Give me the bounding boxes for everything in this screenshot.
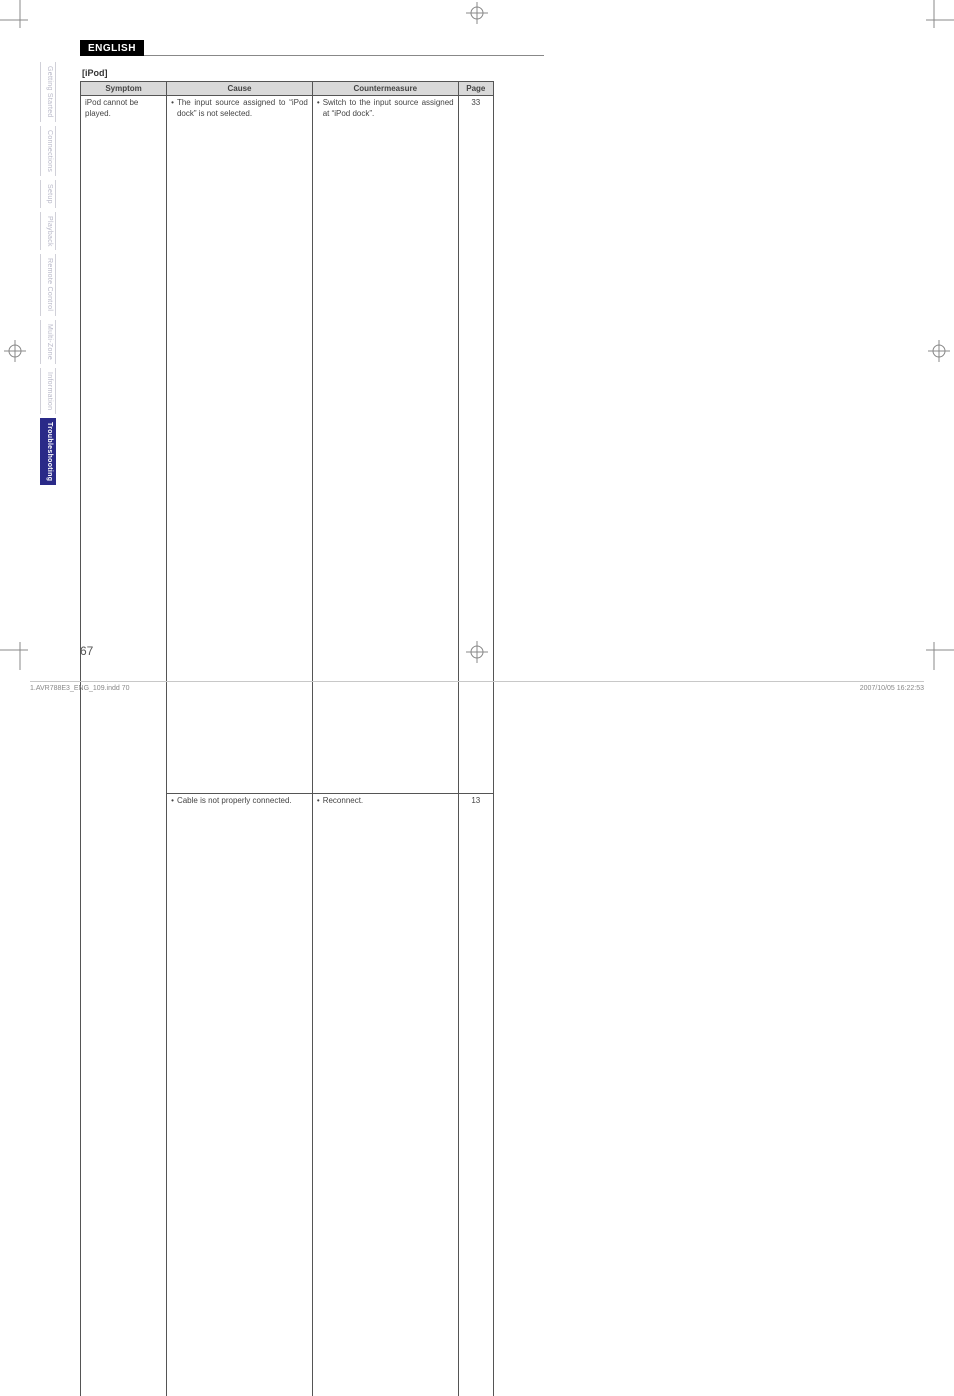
col-symptom: Symptom <box>81 82 167 96</box>
sidetab-setup[interactable]: Setup <box>40 180 56 208</box>
table-header-row: Symptom Cause Countermeasure Page <box>81 82 494 96</box>
sidetab-playback[interactable]: Playback <box>40 212 56 251</box>
cell-cause: •Cable is not properly connected. <box>167 794 313 1396</box>
sidetab-multi-zone[interactable]: Multi-Zone <box>40 320 56 364</box>
sidetab-troubleshooting[interactable]: Troubleshooting <box>40 418 56 485</box>
sheet: ENGLISH Getting Started Connections Setup P… <box>30 20 924 648</box>
sidetab-information[interactable]: Information <box>40 368 56 414</box>
cell-page: 13 <box>458 794 493 1396</box>
print-footer: 1.AVR788E3_ENG_109.indd 70 2007/10/05 16… <box>30 681 924 692</box>
header-rule <box>144 55 544 56</box>
page-number: 67 <box>80 644 93 658</box>
cell-symptom: iPod cannot be played. <box>81 96 167 1396</box>
side-tabs: Getting Started Connections Setup Playback R… <box>40 62 56 485</box>
col-countermeasure: Countermeasure <box>312 82 458 96</box>
footer-filename: 1.AVR788E3_ENG_109.indd 70 <box>30 685 130 692</box>
registration-mark-left <box>4 340 26 367</box>
col-cause: Cause <box>167 82 313 96</box>
cell-countermeasure: •Reconnect. <box>312 794 458 1396</box>
footer-timestamp: 2007/10/05 16:22:53 <box>860 685 924 692</box>
sidetab-remote-control[interactable]: Remote Control <box>40 254 56 315</box>
content-area: [iPod] Symptom Cause Countermeasure Page… <box>80 62 494 1396</box>
sidetab-getting-started[interactable]: Getting Started <box>40 62 56 122</box>
col-page: Page <box>458 82 493 96</box>
language-badge: ENGLISH <box>80 40 144 56</box>
page-root: ENGLISH Getting Started Connections Setup P… <box>0 0 954 698</box>
page-header: ENGLISH <box>80 38 544 56</box>
table-body-ipod: iPod cannot be played.•The input source … <box>81 96 494 1396</box>
table-ipod: Symptom Cause Countermeasure Page iPod c… <box>80 81 494 1396</box>
registration-mark-right <box>928 340 950 367</box>
sidetab-connections[interactable]: Connections <box>40 126 56 176</box>
section-title-ipod: [iPod] <box>82 68 494 78</box>
